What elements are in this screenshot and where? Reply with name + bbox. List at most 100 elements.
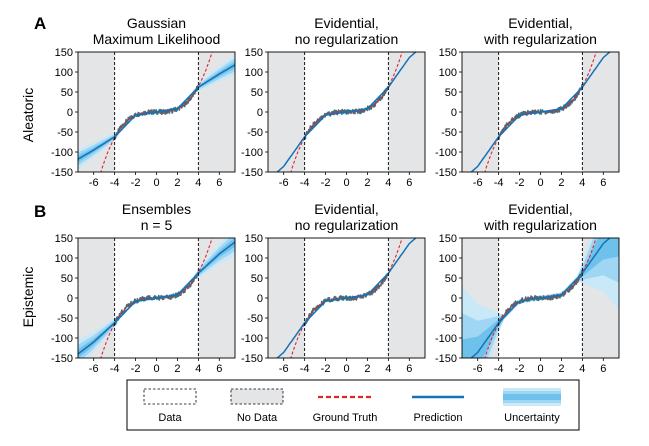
y-tick-label: -50: [441, 313, 457, 325]
legend-data-label: Data: [158, 412, 182, 424]
panel-letter-b: B: [34, 202, 46, 221]
legend-data-swatch: [143, 388, 197, 405]
x-tick-label: -6: [279, 363, 289, 375]
panel-title-line-1: Gaussian: [127, 15, 186, 31]
y-tick-label: 0: [257, 293, 263, 305]
x-tick-label: -4: [110, 363, 120, 375]
y-tick-label: -50: [441, 127, 457, 139]
x-tick-label: 4: [579, 363, 585, 375]
nodata-region-left: [268, 238, 305, 358]
panel-title-line-1: Evidential,: [508, 201, 573, 217]
y-tick-label: -100: [51, 147, 73, 159]
x-tick-label: -2: [321, 177, 331, 189]
x-tick-label: 6: [216, 177, 222, 189]
x-tick-label: -2: [515, 363, 525, 375]
y-tick-label: -50: [247, 127, 263, 139]
y-tick-label: 50: [251, 87, 263, 99]
panel-title-line-2: with regularization: [483, 31, 597, 47]
x-tick-label: -4: [300, 363, 310, 375]
y-tick-label: 100: [439, 67, 457, 79]
y-tick-label: 150: [245, 233, 263, 245]
y-tick-label: 0: [67, 107, 73, 119]
y-tick-label: 100: [245, 253, 263, 265]
prediction-line: [276, 238, 417, 358]
panel-title-line-1: Evidential,: [314, 201, 379, 217]
panels: -6 -4 -2 0 2 4 6 -150 -100 -50 0 50 100 150 GaussianMa…: [51, 15, 620, 375]
x-tick-label: 2: [174, 177, 180, 189]
prediction-line: [470, 238, 611, 358]
chart-panel-3: -6 -4 -2 0 2 4 6 -150 -100 -50 0 50 100 150 Evidential…: [435, 15, 620, 189]
y-tick-label: 50: [251, 273, 263, 285]
y-tick-label: 50: [61, 87, 73, 99]
x-tick-label: -2: [321, 363, 331, 375]
nodata-region-right: [582, 52, 619, 172]
x-tick-label: -2: [515, 177, 525, 189]
panel-title-line-1: Ensembles: [122, 201, 191, 217]
panel-letter-a: A: [34, 14, 46, 33]
panel-title-line-2: Maximum Likelihood: [93, 31, 221, 47]
y-tick-label: -150: [241, 167, 263, 179]
x-tick-label: 0: [153, 363, 159, 375]
nodata-region-right: [388, 52, 425, 172]
y-tick-label: -100: [435, 147, 457, 159]
y-tick-label: -50: [57, 313, 73, 325]
panel-title-line-2: n = 5: [141, 217, 173, 233]
panel-title-line-2: with regularization: [483, 217, 597, 233]
legend-nodata-label: No Data: [237, 412, 278, 424]
training-data: [113, 85, 200, 141]
chart-panel-5: -6 -4 -2 0 2 4 6 -150 -100 -50 0 50 100 150 Evidential…: [241, 201, 426, 375]
y-tick-label: 50: [445, 273, 457, 285]
x-tick-label: 2: [174, 363, 180, 375]
x-tick-label: 2: [364, 177, 370, 189]
y-tick-label: -100: [51, 333, 73, 345]
x-tick-label: 4: [385, 177, 391, 189]
x-tick-label: 2: [364, 363, 370, 375]
y-tick-label: 100: [245, 67, 263, 79]
x-tick-label: 0: [153, 177, 159, 189]
x-tick-label: 0: [537, 363, 543, 375]
panel-title-line-2: no regularization: [295, 217, 399, 233]
y-tick-label: 0: [257, 107, 263, 119]
panel-title-line-1: Evidential,: [314, 15, 379, 31]
x-tick-label: -2: [131, 177, 141, 189]
plot-area: [462, 238, 619, 358]
x-tick-label: -4: [494, 363, 504, 375]
y-tick-label: -150: [241, 353, 263, 365]
training-data: [303, 86, 389, 140]
y-tick-label: 0: [451, 107, 457, 119]
legend-nodata-swatch: [230, 388, 284, 405]
legend-uncertainty-label: Uncertainty: [504, 412, 560, 424]
x-tick-label: 4: [195, 177, 201, 189]
prediction-line: [276, 52, 417, 172]
y-tick-label: 0: [67, 293, 73, 305]
y-tick-label: 100: [55, 67, 73, 79]
nodata-region-left: [268, 52, 305, 172]
plot-area: [462, 52, 619, 172]
y-tick-label: 50: [61, 273, 73, 285]
x-tick-label: -6: [473, 363, 483, 375]
y-tick-label: 50: [445, 87, 457, 99]
prediction-line: [78, 241, 235, 355]
legend: Data No Data Ground Truth Prediction Unc…: [126, 379, 580, 431]
y-tick-label: -100: [241, 147, 263, 159]
y-tick-label: 150: [245, 47, 263, 59]
x-tick-label: 6: [600, 177, 606, 189]
legend-ground-truth-label: Ground Truth: [313, 412, 378, 424]
x-tick-label: 4: [195, 363, 201, 375]
y-tick-label: -150: [51, 353, 73, 365]
chart-panel-4: -6 -4 -2 0 2 4 6 -150 -100 -50 0 50 100 150 Ensemblesn…: [51, 201, 236, 375]
x-tick-label: 6: [406, 177, 412, 189]
x-tick-label: 2: [558, 177, 564, 189]
plot-area: [268, 52, 425, 172]
y-tick-label: -50: [57, 127, 73, 139]
y-tick-label: -100: [435, 333, 457, 345]
y-tick-label: -50: [247, 313, 263, 325]
nodata-region-right: [388, 238, 425, 358]
x-tick-label: -6: [279, 177, 289, 189]
x-tick-label: 4: [579, 177, 585, 189]
plot-area: [78, 238, 235, 358]
x-tick-label: -4: [494, 177, 504, 189]
x-tick-label: 0: [343, 177, 349, 189]
prediction-line: [470, 52, 611, 172]
